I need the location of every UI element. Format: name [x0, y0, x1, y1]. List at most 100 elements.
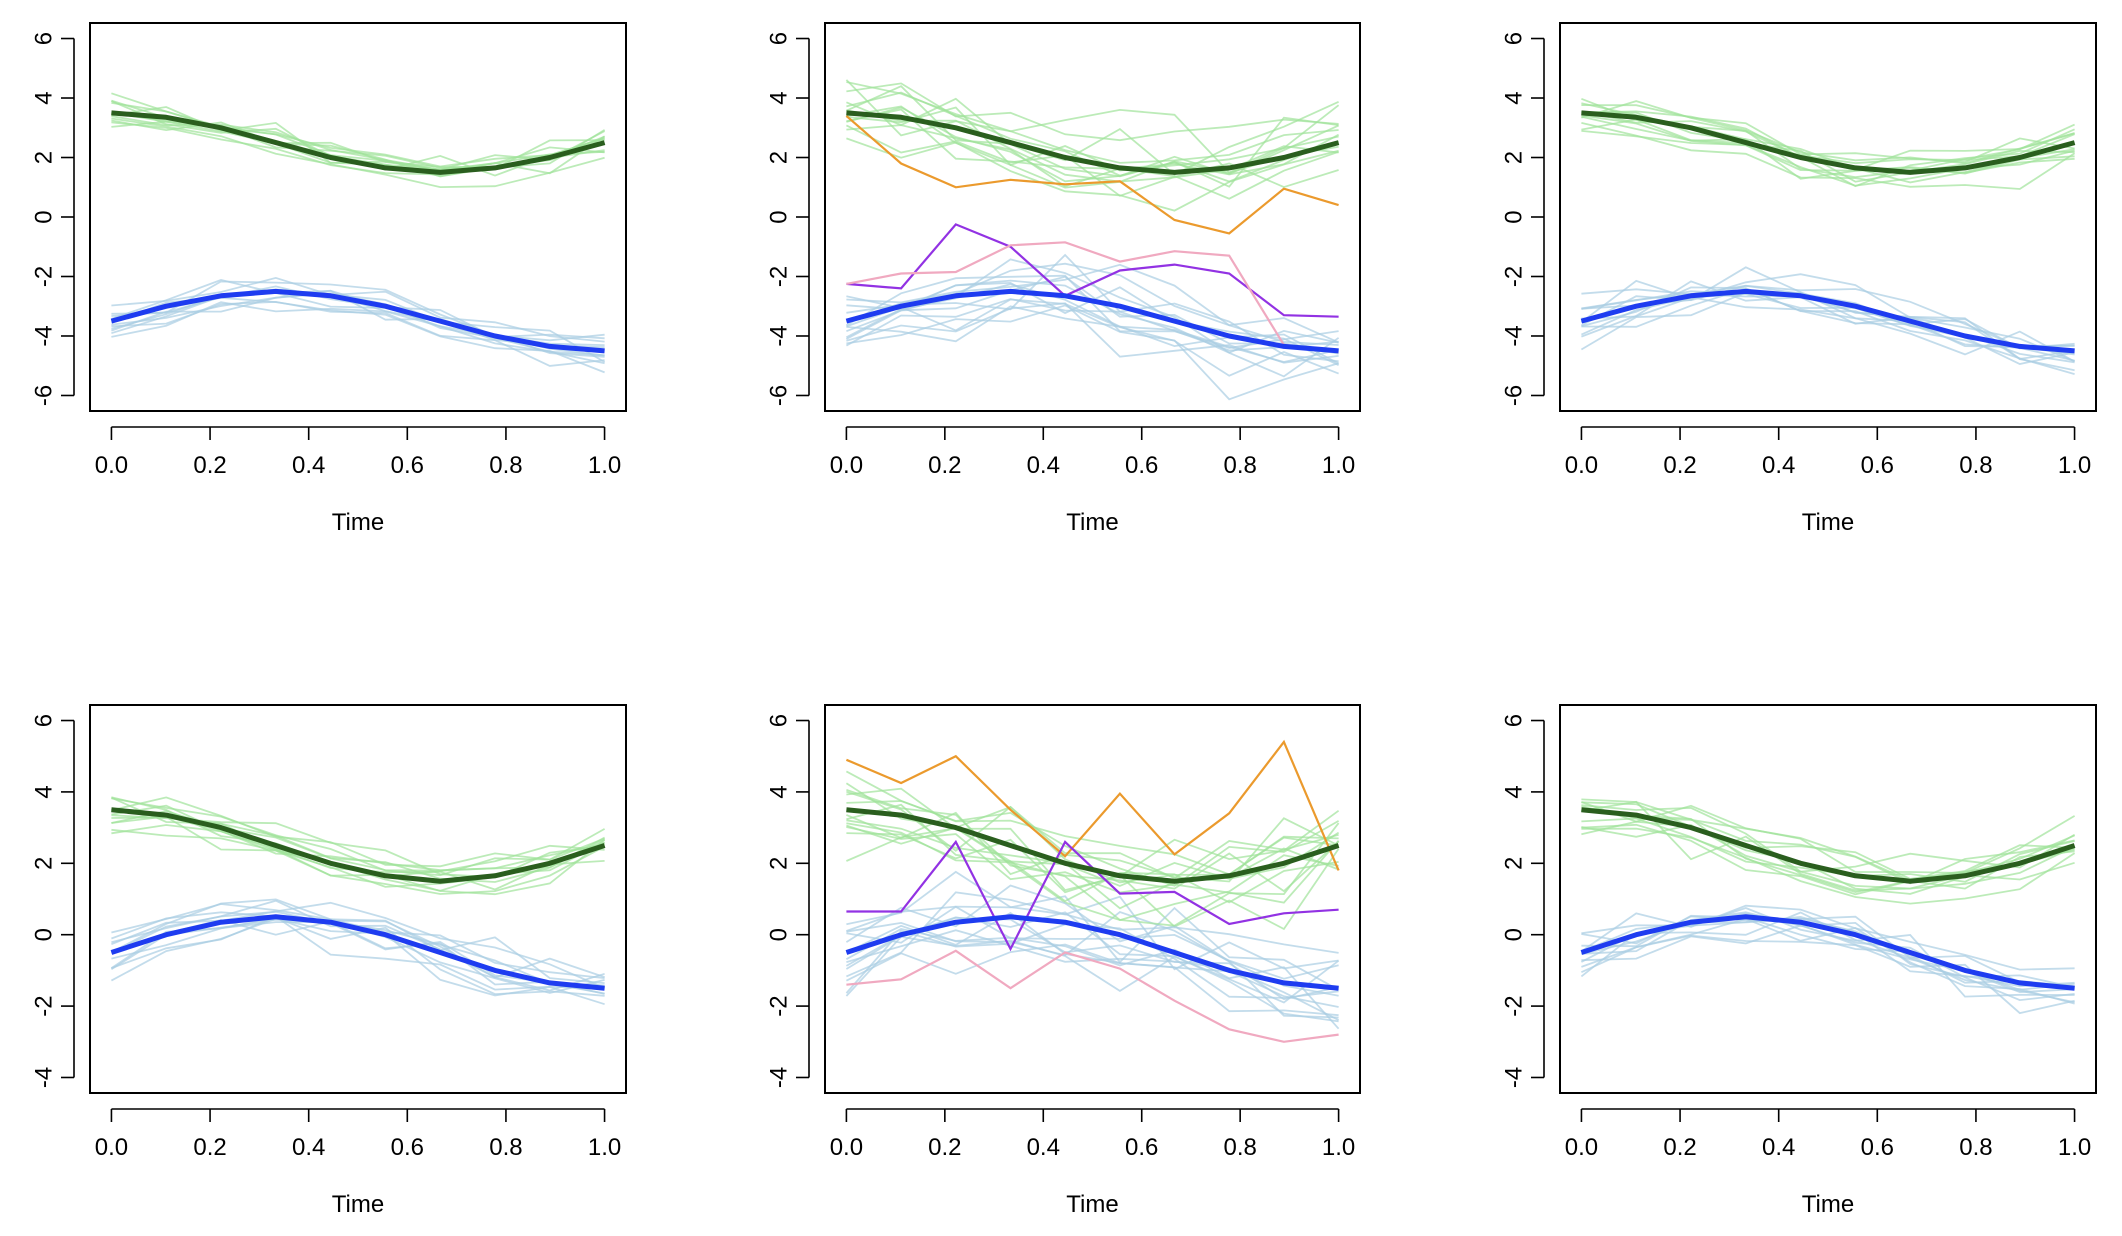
x-tick-label: 0.0 [830, 1134, 863, 1161]
x-axis-label: Time [1802, 1191, 1854, 1218]
x-tick-label: 0.6 [1861, 1134, 1894, 1161]
y-tick-label: -4 [1501, 1067, 1528, 1088]
sample-curve-green [846, 819, 1339, 910]
x-tick-label: 0.2 [928, 452, 961, 479]
x-tick-label: 0.6 [1125, 452, 1158, 479]
sample-curve-blue [846, 895, 1340, 991]
sample-curve-blue [111, 300, 605, 367]
x-axis-label: Time [332, 1191, 384, 1218]
y-tick-label: 6 [31, 32, 58, 45]
sample-curve-green [1581, 104, 2075, 163]
sample-curve-blue [846, 305, 1339, 363]
sample-curve-green [1581, 122, 2076, 190]
plot-border [824, 22, 1361, 412]
y-tick-label: 4 [766, 785, 793, 798]
mean-blue-line [1580, 288, 2075, 354]
sample-curve-blue [111, 915, 605, 991]
mean-green-line [846, 807, 1340, 884]
sample-curve-blue [845, 928, 1340, 1030]
sample-curve-blue [845, 298, 1339, 352]
panel-bottom-left: 0.0 0.2 0.4 0.6 0.8 1.0 Time -4 -2 0 2 4 6 [31, 704, 627, 1218]
sample-curve-green [111, 121, 606, 176]
x-axis-label: Time [1066, 509, 1118, 536]
outlier-purple-line [846, 223, 1339, 318]
sample-curve-green [845, 782, 1339, 880]
y-tick-label: -6 [31, 385, 58, 406]
sample-curve-blue [1581, 292, 2075, 365]
plot-area [1580, 97, 2076, 375]
y-tick-label: 6 [766, 32, 793, 45]
y-tick-label: 2 [1501, 857, 1528, 870]
sample-curve-blue [846, 281, 1339, 367]
plot-area [845, 79, 1340, 401]
sample-curve-blue [1581, 280, 2075, 372]
y-tick-label: -2 [1501, 266, 1528, 287]
y-tick-label: 4 [31, 91, 58, 104]
x-tick-label: 1.0 [588, 1134, 621, 1161]
plot-area [1580, 798, 2076, 1015]
sample-curve-blue [846, 870, 1339, 971]
y-tick-label: 0 [31, 928, 58, 941]
y-tick-label: 4 [1501, 785, 1528, 798]
y-tick-label: -4 [31, 1067, 58, 1088]
plot-border [89, 22, 627, 412]
sample-curve-green [111, 797, 606, 877]
mean-green-line [1581, 110, 2076, 175]
mean-green-line [846, 110, 1340, 175]
sample-curve-green [846, 124, 1339, 197]
y-tick-label: 2 [31, 151, 58, 164]
y-tick-label: 6 [1501, 714, 1528, 727]
panel-top-middle: 0.0 0.2 0.4 0.6 0.8 1.0 Time -6 -4 -2 0 2 4 6 [766, 22, 1361, 536]
sample-curve-blue [846, 253, 1339, 363]
plot-area [110, 796, 606, 1006]
x-tick-label: 1.0 [2058, 1134, 2091, 1161]
sample-curve-green [846, 811, 1340, 883]
x-tick-label: 0.4 [1027, 452, 1060, 479]
outlier-pink-line [846, 949, 1339, 1043]
y-tick-label: -2 [31, 995, 58, 1016]
sample-curve-green [846, 822, 1340, 927]
sample-curve-green [845, 79, 1339, 164]
x-tick-label: 0.8 [1959, 452, 1992, 479]
sample-curve-green [1581, 798, 2075, 885]
y-tick-label: 0 [31, 210, 58, 223]
mean-blue-line [110, 288, 605, 354]
panel-bottom-right: 0.0 0.2 0.4 0.6 0.8 1.0 Time -4 -2 0 2 4 6 [1501, 704, 2097, 1218]
y-tick-label: -2 [766, 266, 793, 287]
y-tick-label: 2 [766, 857, 793, 870]
plot-area [110, 92, 606, 374]
y-tick-label: -4 [766, 325, 793, 346]
plot-border [1559, 704, 2097, 1094]
y-tick-label: 0 [1501, 210, 1528, 223]
plot-border [1559, 22, 2097, 412]
panel-top-right: 0.0 0.2 0.4 0.6 0.8 1.0 Time -6 -4 -2 0 2 4 6 [1501, 22, 2097, 536]
x-tick-label: 0.6 [391, 1134, 424, 1161]
sample-curve-blue [846, 891, 1339, 978]
x-tick-label: 0.0 [1565, 452, 1598, 479]
sample-curve-blue [1581, 924, 2075, 1002]
sample-curve-blue [846, 262, 1339, 346]
sample-curve-green [846, 826, 1340, 904]
plot-area [845, 739, 1340, 1043]
x-tick-label: 1.0 [2058, 452, 2091, 479]
y-tick-label: 2 [766, 151, 793, 164]
y-tick-label: -2 [31, 266, 58, 287]
sample-curve-green [1581, 800, 2075, 892]
mean-blue-line [110, 914, 605, 991]
plot-border [824, 704, 1361, 1094]
y-tick-label: -6 [766, 385, 793, 406]
sample-curve-green [1581, 801, 2075, 880]
x-tick-label: 1.0 [1322, 1134, 1355, 1161]
plot-border [89, 704, 627, 1094]
mean-blue-line [1580, 914, 2075, 991]
y-tick-label: 0 [766, 210, 793, 223]
x-axis-label: Time [332, 509, 384, 536]
sample-curve-blue [1581, 296, 2075, 356]
y-tick-label: 6 [766, 714, 793, 727]
sample-curve-blue [111, 903, 605, 979]
y-tick-label: 2 [31, 857, 58, 870]
sample-curve-green [1581, 801, 2076, 874]
y-tick-label: 6 [1501, 32, 1528, 45]
outlier-pink-line [846, 241, 1339, 354]
